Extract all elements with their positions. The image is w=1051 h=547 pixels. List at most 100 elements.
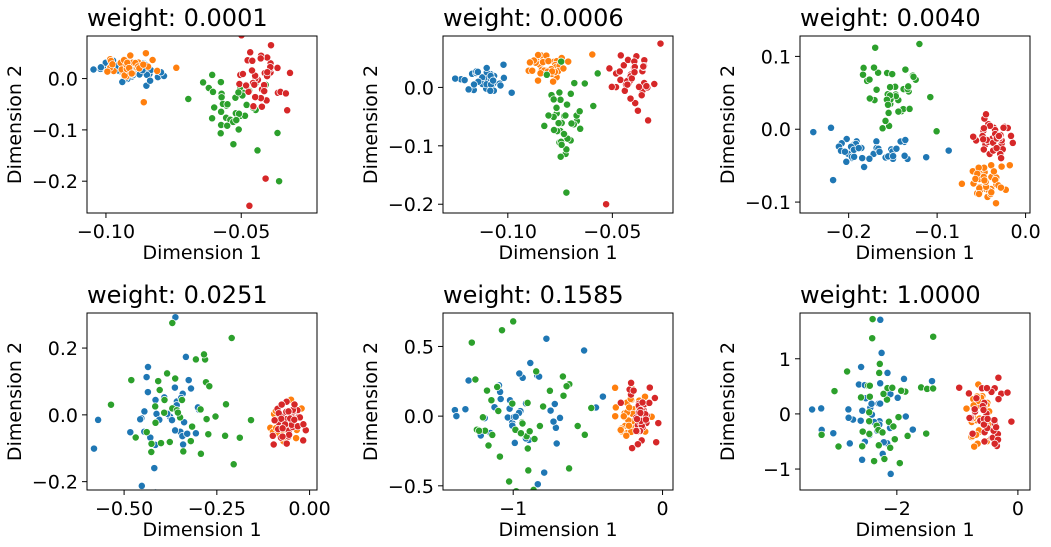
panel-title: weight: 0.0001	[87, 4, 268, 32]
scatter-point-red	[623, 80, 632, 89]
scatter-point-red	[982, 384, 991, 393]
scatter-point-green	[557, 140, 566, 149]
y-tick-label: −0.1	[32, 120, 78, 142]
scatter-point-red	[982, 110, 990, 119]
scatter-point-red	[979, 124, 988, 133]
y-tick-label: 0.5	[404, 336, 434, 358]
scatter-point-green	[539, 402, 548, 411]
scatter-point-green	[904, 82, 913, 91]
scatter-point-orange	[611, 412, 620, 421]
x-tick-label: −0.25	[188, 498, 246, 520]
scatter-point-blue	[856, 416, 865, 425]
scatter-point-orange	[996, 183, 1005, 192]
scatter-point-green	[868, 334, 877, 343]
scatter-point-red	[286, 68, 294, 77]
y-tick-label: −0.5	[388, 476, 434, 498]
x-axis-label: Dimension 1	[498, 242, 617, 264]
panel-title: weight: 0.0040	[800, 4, 981, 32]
scatter-point-red	[615, 67, 624, 76]
scatter-point-green	[488, 430, 497, 439]
scatter-point-green	[186, 437, 195, 446]
scatter-point-red	[260, 87, 269, 96]
scatter-point-red	[616, 398, 625, 407]
scatter-point-green	[199, 78, 208, 87]
panel-title: weight: 0.0251	[87, 281, 268, 309]
scatter-point-blue	[191, 429, 200, 438]
y-tick-label: −1	[763, 459, 791, 481]
x-tick-label: 0.0	[1010, 221, 1040, 243]
scatter-point-green	[532, 367, 541, 376]
scatter-point-blue	[542, 334, 551, 343]
scatter-point-green	[275, 177, 284, 186]
scatter-point-green	[875, 368, 884, 377]
scatter-point-red	[997, 154, 1006, 163]
scatter-point-blue	[451, 74, 460, 83]
scatter-point-red	[619, 61, 628, 70]
scatter-point-blue	[893, 393, 902, 402]
scatter-point-green	[570, 79, 579, 88]
scatter-points	[808, 315, 1016, 478]
scatter-point-green	[222, 400, 230, 409]
scatter-point-blue	[901, 412, 910, 421]
scatter-point-red	[246, 48, 255, 57]
scatter-point-green	[929, 384, 938, 393]
scatter-point-green	[929, 332, 938, 341]
x-axis-label: Dimension 1	[142, 242, 261, 264]
scatter-point-green	[229, 140, 238, 149]
scatter-point-green	[516, 429, 525, 438]
x-tick-label: −2	[883, 498, 911, 520]
scatter-point-red	[635, 82, 643, 91]
scatter-point-green	[535, 422, 544, 430]
scatter-point-green	[475, 426, 484, 435]
scatter-point-orange	[544, 57, 553, 66]
scatter-point-blue	[876, 399, 885, 408]
scatter-point-red	[283, 106, 292, 115]
scatter-point-red	[636, 408, 645, 417]
scatter-point-green	[926, 93, 935, 102]
scatter-point-green	[142, 428, 151, 437]
scatter-point-orange	[992, 199, 1000, 208]
scatter-point-blue	[496, 81, 505, 90]
scatter-point-orange	[139, 60, 148, 69]
scatter-point-green	[168, 319, 177, 327]
scatter-point-red	[273, 63, 282, 72]
scatter-point-green	[901, 65, 910, 74]
scatter-point-green	[204, 430, 213, 439]
scatter-point-green	[210, 103, 219, 112]
scatter-point-blue	[499, 73, 508, 82]
scatter-point-green	[163, 369, 172, 378]
scatter-point-red	[968, 429, 977, 438]
y-axis-label: Dimension 2	[717, 65, 739, 184]
scatter-point-orange	[971, 174, 980, 183]
x-tick-label: −0.1	[914, 221, 960, 243]
scatter-point-green	[566, 89, 575, 98]
scatter-point-green	[895, 459, 904, 468]
scatter-point-green	[234, 88, 243, 97]
scatter-point-orange	[126, 51, 135, 60]
scatter-point-orange	[172, 63, 181, 72]
scatter-point-red	[980, 437, 989, 446]
scatter-point-red	[281, 89, 290, 98]
scatter-point-red	[650, 80, 659, 88]
scatter-point-blue	[511, 412, 520, 421]
scatter-point-blue	[452, 412, 461, 421]
scatter-point-red	[630, 68, 639, 77]
scatter-point-green	[905, 104, 914, 113]
scatter-point-green	[859, 70, 867, 79]
scatter-point-red	[992, 144, 1001, 153]
scatter-point-blue	[486, 86, 495, 95]
scatter-point-orange	[616, 426, 625, 434]
scatter-points	[450, 317, 663, 490]
scatter-point-red	[652, 438, 661, 447]
scatter-point-green	[131, 433, 140, 442]
scatter-point-red	[650, 394, 659, 402]
scatter-point-green	[561, 111, 570, 120]
x-tick-label: −0.10	[479, 221, 537, 243]
scatter-point-blue	[461, 405, 470, 414]
scatter-point-green	[221, 431, 230, 440]
scatter-point-blue	[126, 428, 135, 437]
scatter-point-orange	[625, 403, 634, 412]
scatter-point-blue	[889, 152, 898, 161]
scatter-point-red	[641, 415, 650, 424]
scatter-point-green	[202, 415, 211, 424]
